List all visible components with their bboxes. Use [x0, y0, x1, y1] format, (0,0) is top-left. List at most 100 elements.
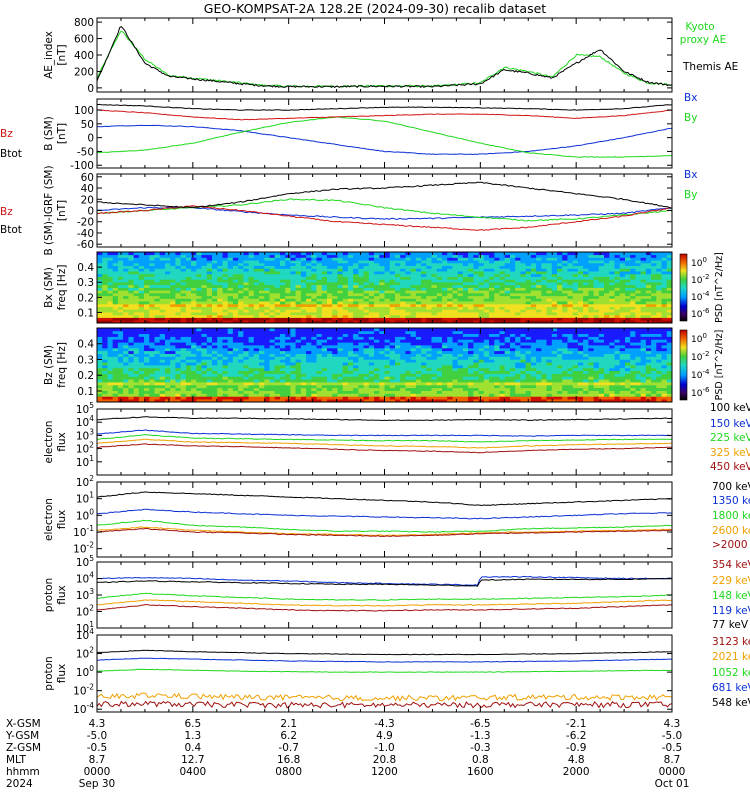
spectrogram-cell [635, 317, 641, 321]
spectrogram-cell [185, 298, 192, 302]
spectrogram-cell [651, 268, 657, 272]
spectrogram-cell [551, 314, 558, 318]
spectrogram-cell [489, 260, 495, 264]
spectrogram-cell [478, 309, 485, 313]
spectrogram-cell [159, 279, 166, 283]
spectrogram-cell [321, 399, 328, 403]
spectrogram-cell [227, 301, 234, 305]
spectrogram-cell [128, 320, 134, 324]
y-axis-label: Bx (SM) [43, 267, 55, 308]
spectrogram-cell [321, 328, 328, 332]
spectrogram-cell [206, 309, 213, 313]
spectrogram-cell [243, 342, 249, 346]
spectrogram-cell [358, 396, 364, 400]
spectrogram-cell [196, 356, 202, 360]
spectrogram-cell [138, 339, 145, 343]
spectrogram-cell [494, 284, 500, 288]
spectrogram-cell [206, 359, 213, 363]
spectrogram-cell [457, 345, 464, 349]
spectrogram-cell [327, 387, 333, 391]
spectrogram-cell [593, 287, 600, 291]
spectrogram-cell [259, 284, 265, 288]
spectrogram-cell [280, 345, 286, 349]
spectrogram-cell [374, 367, 380, 371]
spectrogram-cell [264, 393, 270, 397]
spectrogram-cell [541, 273, 547, 277]
spectrogram-cell [421, 390, 427, 394]
spectrogram-cell [201, 387, 208, 391]
spectrogram-cell [264, 336, 270, 340]
spectrogram-cell [232, 262, 239, 266]
spectrogram-cell [123, 347, 129, 352]
spectrogram-cell [321, 336, 328, 340]
spectrogram-cell [431, 254, 438, 258]
spectrogram-cell [138, 359, 145, 363]
spectrogram-cell [400, 284, 406, 288]
spectrogram-cell [253, 312, 260, 316]
spectrogram-cell [128, 279, 134, 283]
spectrogram-cell [259, 317, 265, 321]
spectrogram-cell [185, 279, 192, 283]
spectrogram-cell [133, 295, 140, 299]
spectrogram-cell [515, 262, 521, 266]
spectrogram-cell [405, 359, 411, 363]
spectrogram-cell [290, 390, 296, 394]
spectrogram-cell [316, 393, 323, 397]
spectrogram-cell [201, 342, 208, 346]
spectrogram-cell [625, 265, 631, 269]
spectrogram-cell [347, 260, 354, 264]
spectrogram-cell [128, 353, 134, 357]
spectrogram-cell [159, 265, 166, 269]
spectrogram-cell [222, 370, 229, 374]
spectrogram-cell [395, 279, 401, 283]
spectrogram-cell [347, 387, 354, 391]
spectrogram-cell [363, 279, 370, 283]
spectrogram-cell [159, 362, 166, 366]
spectrogram-cell [395, 320, 401, 324]
spectrogram-cell [123, 365, 129, 369]
spectrogram-cell [510, 317, 516, 321]
y-axis-label: [nT] [56, 44, 68, 65]
spectrogram-cell [431, 347, 438, 352]
spectrogram-cell [536, 257, 542, 261]
spectrogram-cell [227, 345, 234, 349]
spectrogram-cell [206, 268, 213, 272]
spectrogram-cell [368, 265, 375, 269]
spectrogram-cell [306, 317, 312, 321]
spectrogram-cell [180, 282, 187, 286]
spectrogram-cell [295, 306, 302, 310]
spectrogram-cell [457, 399, 464, 403]
spectrogram-cell [285, 356, 291, 360]
spectrogram-cell [280, 336, 286, 340]
spectrogram-cell [462, 309, 469, 313]
spectrogram-cell [206, 254, 213, 258]
spectrogram-cell [154, 293, 161, 297]
spectrogram-cell [436, 293, 443, 297]
spectrogram-cell [206, 303, 213, 307]
spectrogram-cell [625, 273, 631, 277]
spectrogram-cell [546, 306, 553, 310]
spectrogram-cell [614, 320, 621, 324]
spectrogram-cell [327, 367, 333, 371]
spectrogram-cell [295, 367, 302, 371]
spectrogram-cell [384, 384, 391, 389]
spectrogram-cell [347, 330, 354, 334]
spectrogram-cell [462, 254, 469, 258]
spectrogram-cell [462, 282, 469, 286]
spectrogram-cell [222, 379, 229, 383]
spectrogram-cell [243, 350, 249, 354]
spectrogram-cell [144, 257, 150, 261]
spectrogram-cell [499, 317, 506, 321]
spectrogram-cell [489, 312, 495, 316]
spectrogram-cell [248, 282, 255, 286]
spectrogram-cell [551, 309, 558, 313]
spectrogram-cell [227, 379, 234, 383]
spectrogram-cell [280, 330, 286, 334]
spectrogram-cell [421, 306, 427, 310]
spectrogram-cell [217, 339, 223, 343]
spectrogram-cell [332, 367, 338, 371]
spectrogram-cell [462, 284, 469, 288]
spectrogram-cell [374, 306, 380, 310]
spectrogram-cell [117, 365, 124, 369]
spectrogram-cell [389, 382, 396, 386]
